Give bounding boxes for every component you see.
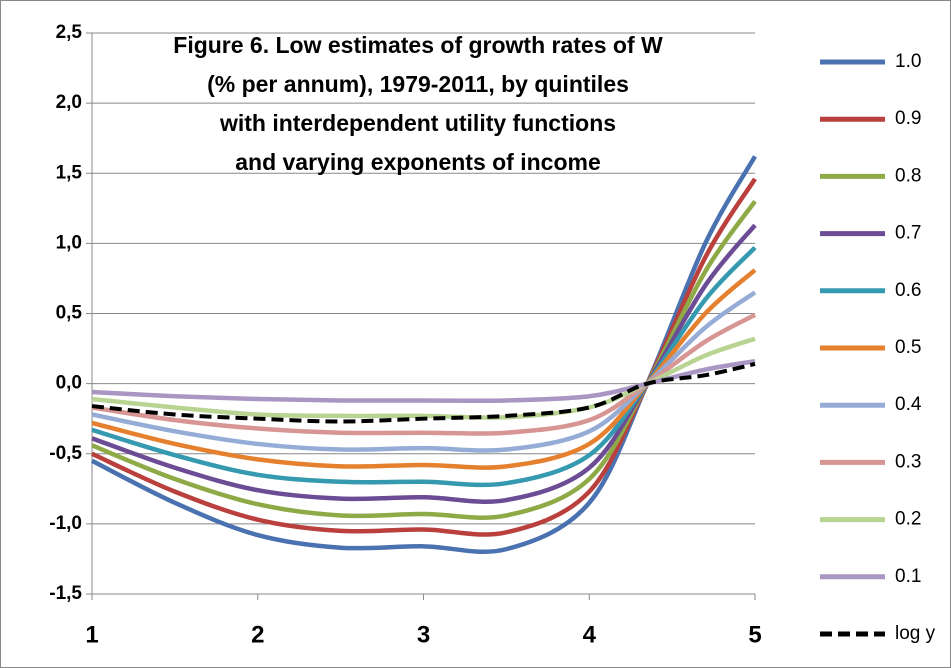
legend-label: 0.7 [895, 223, 921, 244]
series-line [91, 290, 757, 453]
series-line [91, 362, 756, 424]
x-tick-label: 3 [417, 621, 430, 648]
legend-label: 0.6 [895, 280, 921, 301]
series-line [90, 155, 757, 555]
legend-label: 0.2 [895, 509, 921, 530]
series-line [91, 199, 757, 520]
series-line [91, 268, 757, 470]
y-tick-label: 0,5 [56, 303, 83, 324]
legend-label: 0.1 [895, 566, 921, 587]
series-line [91, 177, 757, 537]
chart-title: (% per annum), 1979-2011, by quintiles [207, 71, 629, 97]
y-tick-label: 1,0 [56, 232, 82, 253]
x-tick-label: 2 [251, 621, 264, 648]
legend-label: 1.0 [895, 51, 921, 72]
legend-label: 0.9 [895, 108, 921, 129]
legend-label: 0.3 [895, 451, 921, 472]
series-line [91, 312, 757, 436]
legend-label: 0.5 [895, 337, 921, 358]
legend-label: 0.8 [895, 165, 921, 186]
y-tick-label: 2,0 [56, 92, 82, 113]
y-tick-label: -0,5 [49, 443, 82, 464]
x-tick-label: 1 [85, 621, 98, 648]
legend-label: log y [895, 623, 936, 644]
x-tick-label: 5 [748, 621, 761, 648]
chart-title: with interdependent utility functions [219, 110, 616, 136]
y-tick-label: -1,0 [49, 513, 82, 534]
y-tick-label: -1,5 [49, 583, 82, 604]
chart-title: and varying exponents of income [235, 149, 601, 175]
chart-title: Figure 6. Low estimates of growth rates … [173, 32, 663, 58]
y-tick-label: 2,5 [56, 22, 83, 43]
series-line [91, 223, 757, 504]
x-tick-label: 4 [583, 621, 597, 648]
y-tick-label: 0,0 [56, 373, 82, 394]
series-line [91, 246, 757, 488]
y-tick-label: 1,5 [56, 162, 83, 183]
legend-label: 0.4 [895, 394, 922, 415]
